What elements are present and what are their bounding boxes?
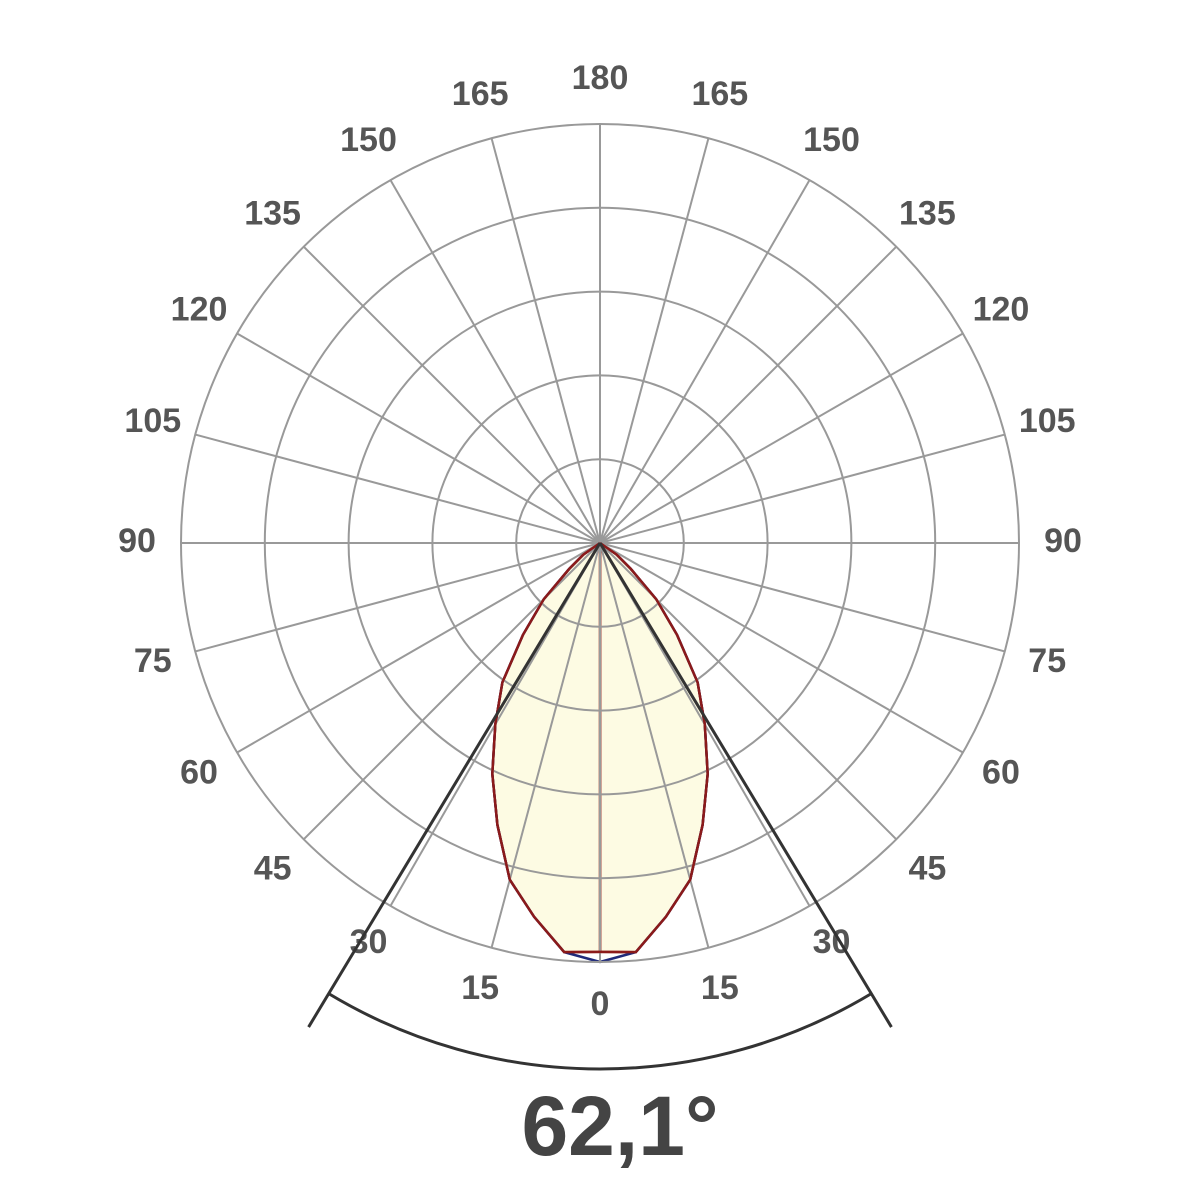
beam-angle-line <box>307 542 602 1028</box>
grid-spoke <box>599 542 964 754</box>
angle-tick-label: 150 <box>803 121 860 159</box>
angle-tick-label: 180 <box>572 59 629 97</box>
grid-spoke <box>599 433 1005 544</box>
angle-tick-label: 45 <box>254 849 292 887</box>
angle-tick-label: 105 <box>124 402 181 440</box>
angle-tick-label: 60 <box>982 753 1020 791</box>
grid-spoke <box>599 542 1005 653</box>
beam-angle-arc <box>327 992 873 1071</box>
angle-tick-label: 120 <box>973 290 1030 328</box>
angle-tick-label: 150 <box>340 121 397 159</box>
beam-angle-line <box>598 542 893 1028</box>
grid-spoke <box>195 542 601 653</box>
angle-tick-label: 0 <box>591 985 610 1023</box>
angle-tick-label: 90 <box>1044 522 1082 560</box>
angle-tick-label: 135 <box>244 195 301 233</box>
beam-angle-label: 62,1° <box>521 1079 718 1173</box>
angle-tick-label: 120 <box>171 290 228 328</box>
grid-spoke <box>599 332 964 544</box>
angle-tick-label: 165 <box>452 75 509 113</box>
angle-tick-label: 90 <box>118 522 156 560</box>
grid-spoke <box>599 179 811 544</box>
angle-tick-label: 60 <box>180 753 218 791</box>
angle-tick-label: 75 <box>1028 642 1066 680</box>
angle-tick-label: 45 <box>908 849 946 887</box>
grid-spoke <box>389 179 601 544</box>
angle-tick-label: 105 <box>1019 402 1076 440</box>
grid-spoke <box>599 138 710 544</box>
grid-spoke <box>195 433 601 544</box>
angle-tick-label: 165 <box>691 75 748 113</box>
intensity-curve-outline <box>491 541 601 954</box>
intensity-curve-outline <box>599 541 709 954</box>
angle-tick-label: 135 <box>899 195 956 233</box>
angle-tick-label: 75 <box>134 642 172 680</box>
angle-tick-label: 15 <box>461 969 499 1007</box>
grid-spoke <box>303 246 601 544</box>
angle-tick-label: 15 <box>701 969 739 1007</box>
grid-spoke <box>236 332 601 544</box>
grid-spoke <box>490 138 601 544</box>
grid-spoke <box>599 246 897 544</box>
grid-spoke <box>236 542 601 754</box>
